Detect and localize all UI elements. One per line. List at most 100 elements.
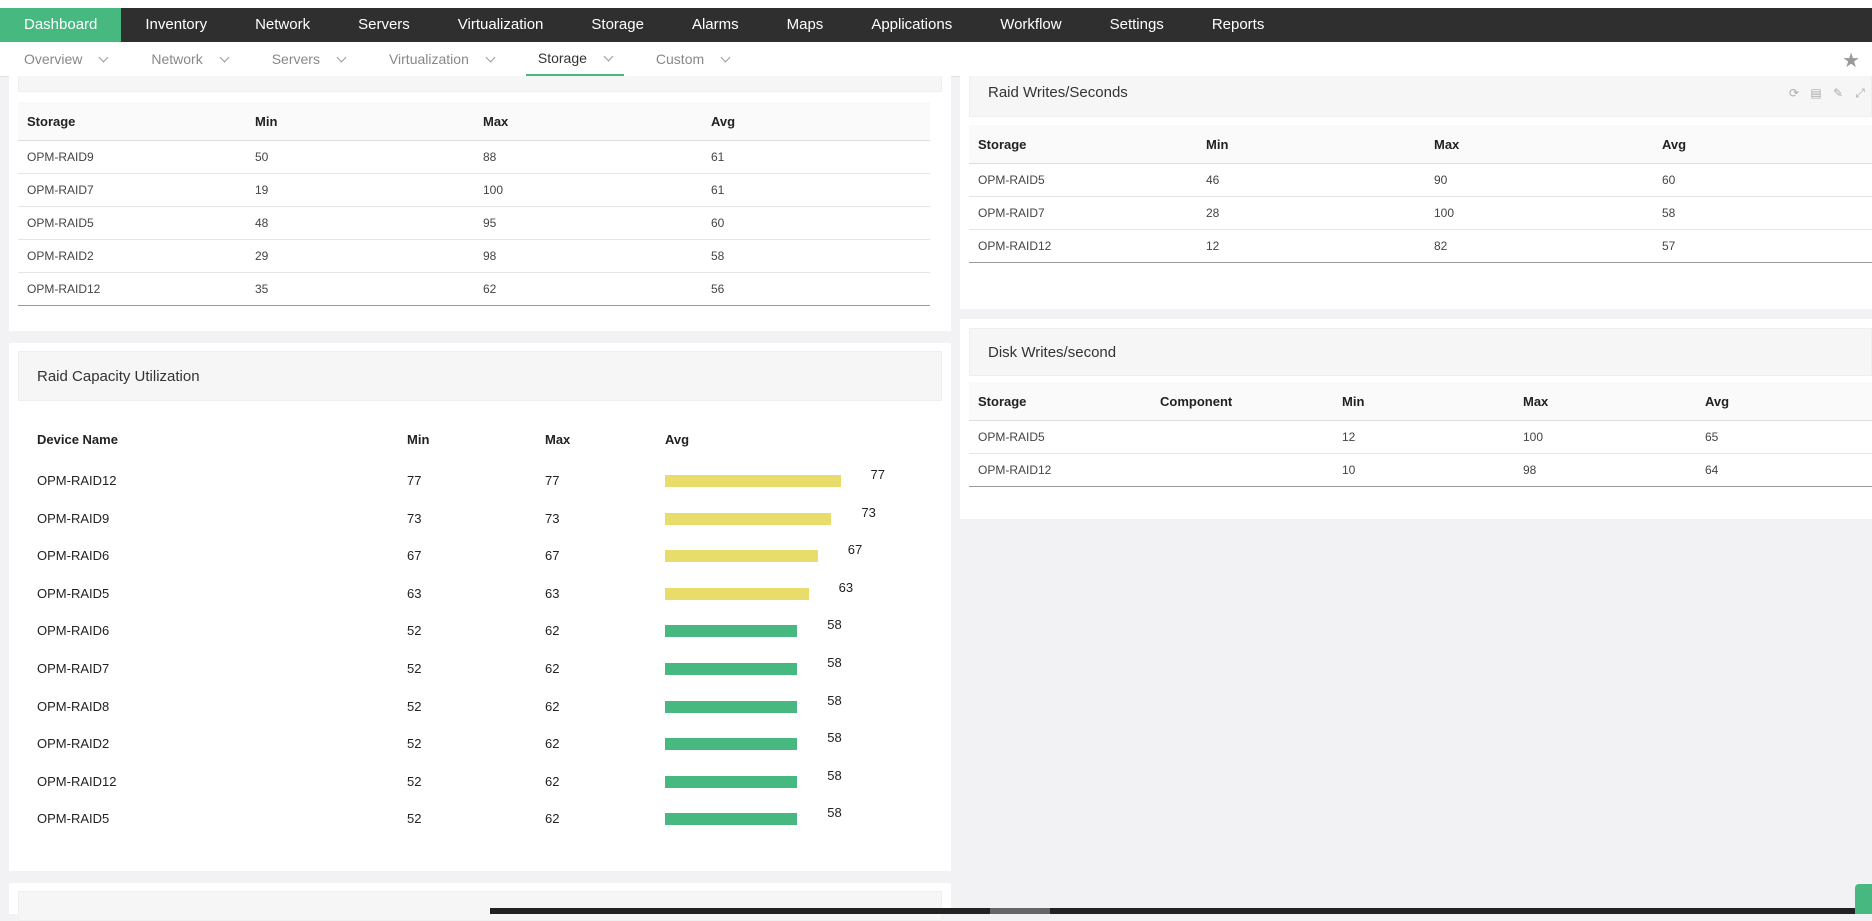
raid-device: OPM-RAID5 bbox=[37, 585, 110, 601]
chevron-down-icon[interactable] bbox=[98, 52, 109, 62]
table-cell: OPM-RAID12 bbox=[18, 272, 246, 306]
nav-servers[interactable]: Servers bbox=[358, 16, 410, 33]
scrollbar-thumb[interactable] bbox=[990, 908, 1050, 914]
table-cell bbox=[1151, 420, 1333, 454]
tab-overview[interactable]: Overview bbox=[12, 42, 119, 76]
column-header[interactable]: Device Name bbox=[37, 432, 118, 447]
raid-device: OPM-RAID12 bbox=[37, 773, 117, 789]
table-cell: 35 bbox=[246, 272, 474, 306]
nav-virtualization[interactable]: Virtualization bbox=[457, 16, 544, 33]
avg-value: 58 bbox=[827, 767, 842, 783]
nav-dashboard[interactable]: Dashboard bbox=[0, 8, 122, 42]
table-cell: 29 bbox=[246, 239, 474, 273]
raid-capacity-header: Raid Capacity Utilization bbox=[18, 351, 942, 401]
column-header[interactable]: Storage bbox=[18, 102, 246, 141]
top-left-panel-header bbox=[18, 76, 942, 92]
table-cell: OPM-RAID7 bbox=[18, 173, 246, 207]
chevron-down-icon[interactable] bbox=[720, 52, 731, 62]
raid-max: 63 bbox=[545, 585, 560, 601]
chevron-down-icon[interactable] bbox=[603, 51, 614, 61]
sub-navigation: Overview Network Servers Virtualization Stor… bbox=[0, 42, 1872, 77]
raid-device: OPM-RAID5 bbox=[37, 811, 110, 827]
nav-alarms[interactable]: Alarms bbox=[691, 16, 739, 33]
top-strip bbox=[0, 0, 1872, 8]
column-header[interactable]: Max bbox=[545, 432, 571, 447]
tab-custom[interactable]: Custom bbox=[644, 42, 741, 76]
tab-label: Custom bbox=[655, 51, 705, 67]
horizontal-scrollbar[interactable] bbox=[490, 908, 1872, 914]
table-cell: 28 bbox=[1197, 196, 1425, 230]
column-header[interactable]: Component bbox=[1151, 382, 1333, 421]
avg-bar bbox=[665, 813, 798, 826]
table-cell: 57 bbox=[1653, 229, 1872, 263]
table-row: OPM-RAID2 29 98 58 bbox=[18, 239, 930, 273]
raid-min: 52 bbox=[407, 773, 422, 789]
chevron-down-icon[interactable] bbox=[219, 52, 230, 62]
column-header[interactable]: Min bbox=[1197, 125, 1425, 164]
table-row: OPM-RAID5 46 90 60 bbox=[969, 163, 1872, 197]
chevron-down-icon[interactable] bbox=[485, 52, 496, 62]
nav-storage[interactable]: Storage bbox=[591, 16, 644, 33]
disk-writes-panel: Disk Writes/second Storage Component Min Ma… bbox=[960, 319, 1872, 519]
avg-value: 58 bbox=[827, 730, 842, 746]
table-cell: OPM-RAID5 bbox=[18, 206, 246, 240]
nav-settings[interactable]: Settings bbox=[1109, 16, 1164, 33]
table-cell: 98 bbox=[474, 239, 702, 273]
column-header[interactable]: Avg bbox=[702, 102, 930, 141]
table-cell: 19 bbox=[246, 173, 474, 207]
avg-bar bbox=[665, 512, 832, 525]
list-item: OPM-RAID12 77 77 77 bbox=[9, 463, 949, 501]
avg-bar bbox=[665, 587, 809, 600]
refresh-icon[interactable]: ⟳ bbox=[1788, 86, 1800, 100]
nav-reports[interactable]: Reports bbox=[1211, 16, 1265, 33]
help-button[interactable] bbox=[1855, 884, 1872, 914]
tab-servers[interactable]: Servers bbox=[260, 42, 357, 76]
raid-writes-panel: Raid Writes/Seconds ⟳ ▤ ✎ ⤢ Storage Min Max Av… bbox=[960, 76, 1872, 309]
disk-writes-table: Storage Component Min Max Avg OPM-RAID5 12 100… bbox=[969, 382, 1872, 487]
tab-storage[interactable]: Storage bbox=[525, 42, 624, 76]
top-left-table: Storage Min Max Avg OPM-RAID9 50 88 61 OPM-RAID… bbox=[18, 102, 930, 306]
table-row: OPM-RAID12 35 62 56 bbox=[18, 272, 930, 306]
column-header[interactable]: Storage bbox=[969, 125, 1197, 164]
column-header[interactable]: Max bbox=[1514, 382, 1696, 421]
column-header[interactable]: Storage bbox=[969, 382, 1151, 421]
table-cell: 58 bbox=[702, 239, 930, 273]
column-header[interactable]: Avg bbox=[1653, 125, 1872, 164]
raid-min: 52 bbox=[407, 811, 422, 827]
tab-label: Virtualization bbox=[388, 51, 469, 67]
table-cell: OPM-RAID2 bbox=[18, 239, 246, 273]
raid-writes-table: Storage Min Max Avg OPM-RAID5 46 90 60 OPM-RAID… bbox=[969, 125, 1872, 263]
avg-value: 63 bbox=[838, 579, 854, 595]
table-cell bbox=[1151, 453, 1333, 487]
column-header[interactable]: Avg bbox=[1696, 382, 1872, 421]
table-cell: 12 bbox=[1333, 420, 1514, 454]
raid-device: OPM-RAID6 bbox=[37, 623, 110, 639]
column-header[interactable]: Avg bbox=[665, 432, 690, 447]
table-cell: 61 bbox=[702, 173, 930, 207]
column-header[interactable]: Min bbox=[407, 432, 430, 447]
raid-reads-header bbox=[18, 891, 942, 921]
edit-icon[interactable]: ✎ bbox=[1832, 86, 1844, 100]
avg-bar bbox=[665, 663, 798, 675]
raid-device: OPM-RAID6 bbox=[37, 548, 110, 564]
raid-max: 62 bbox=[545, 623, 560, 639]
star-icon[interactable]: ★ bbox=[1842, 50, 1860, 72]
document-icon[interactable]: ▤ bbox=[1810, 86, 1822, 100]
panel-title: Raid Capacity Utilization bbox=[37, 368, 200, 385]
table-cell: 10 bbox=[1333, 453, 1514, 487]
nav-inventory[interactable]: Inventory bbox=[145, 16, 208, 33]
column-header[interactable]: Max bbox=[474, 102, 702, 141]
tab-network[interactable]: Network bbox=[139, 42, 239, 76]
chevron-down-icon[interactable] bbox=[336, 52, 347, 62]
list-item: OPM-RAID2 52 62 58 bbox=[9, 726, 949, 764]
column-header[interactable]: Max bbox=[1425, 125, 1653, 164]
expand-icon[interactable]: ⤢ bbox=[1855, 86, 1865, 100]
column-header[interactable]: Min bbox=[1333, 382, 1514, 421]
nav-applications[interactable]: Applications bbox=[871, 16, 953, 33]
tab-label: Servers bbox=[271, 51, 320, 67]
column-header[interactable]: Min bbox=[246, 102, 474, 141]
nav-workflow[interactable]: Workflow bbox=[1000, 16, 1062, 33]
tab-virtualization[interactable]: Virtualization bbox=[377, 42, 506, 76]
nav-network[interactable]: Network bbox=[255, 16, 311, 33]
nav-maps[interactable]: Maps bbox=[786, 16, 824, 33]
